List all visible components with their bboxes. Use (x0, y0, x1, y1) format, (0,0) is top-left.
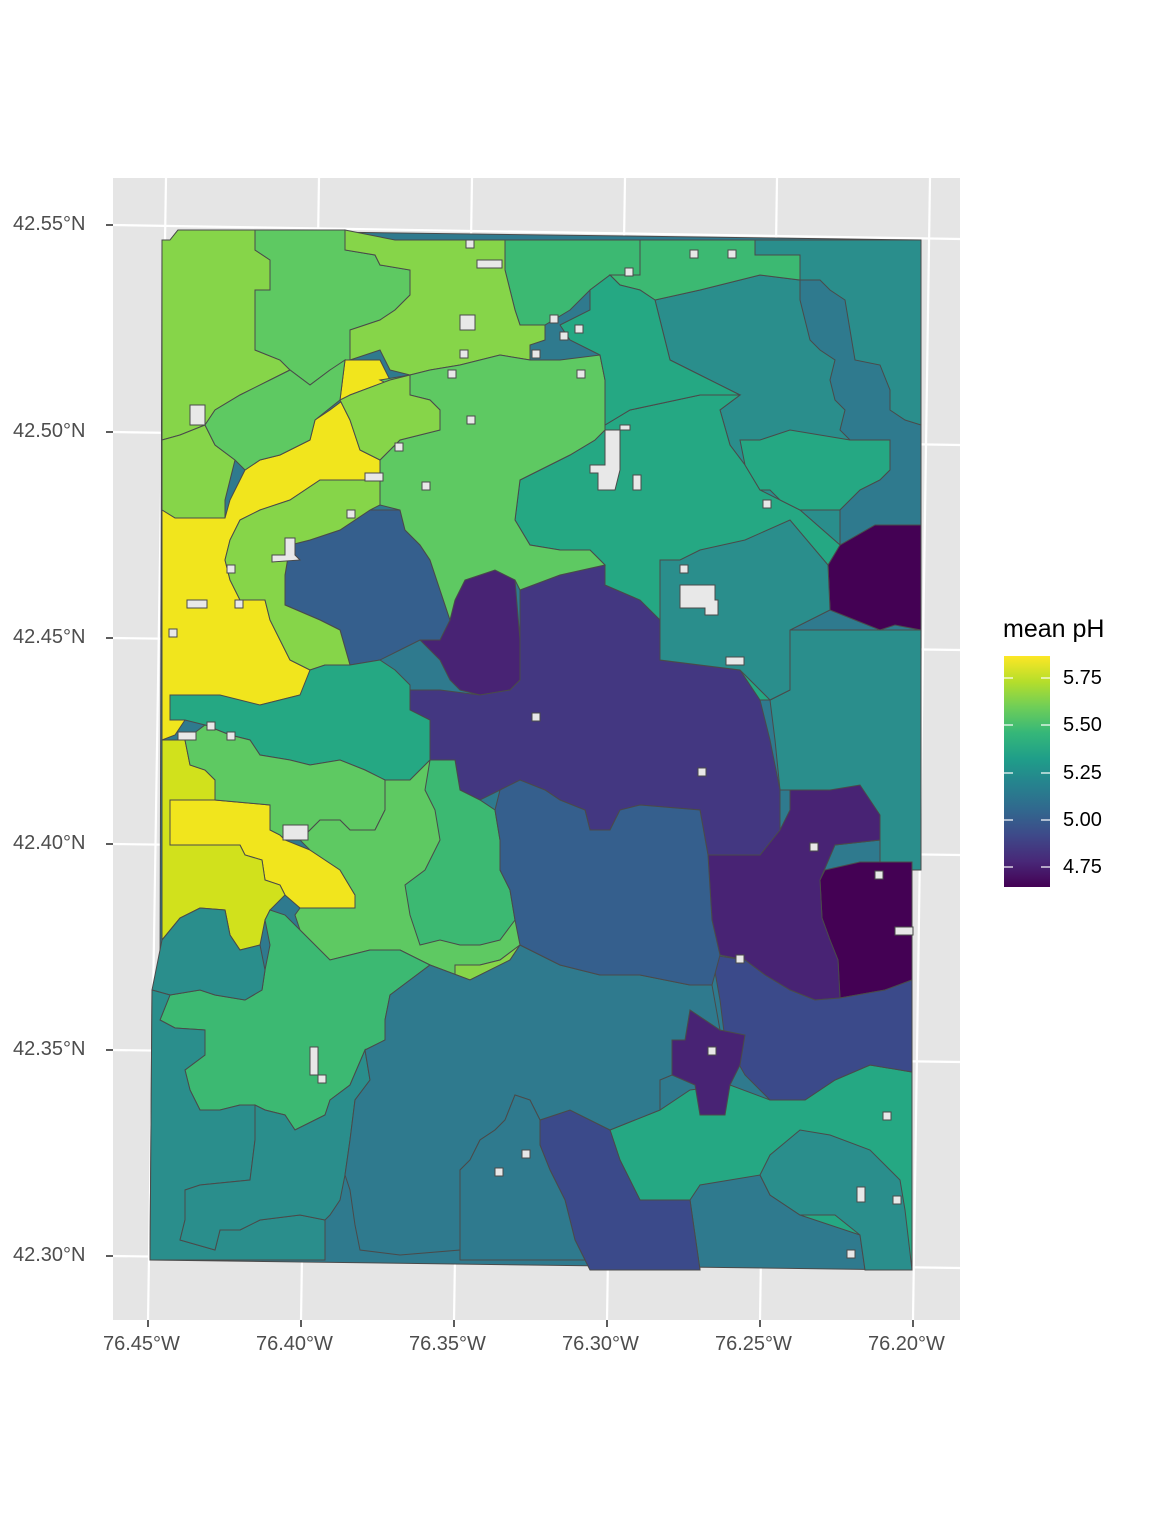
ph-regions (149, 229, 922, 1271)
region-c-blue (494, 779, 721, 986)
x-tick-label: 76.30°W (562, 1333, 639, 1355)
legend-title: mean pH (1003, 615, 1105, 643)
region-east-inner (659, 519, 831, 701)
y-tick-label: 42.55°N (13, 213, 86, 235)
region-w-teal2 (151, 907, 266, 1001)
legend-label: 5.00 (1063, 809, 1102, 831)
x-tick-label: 76.45°W (103, 1333, 180, 1355)
x-tick-label: 76.20°W (868, 1333, 945, 1355)
region-s-blue2 (459, 1094, 586, 1261)
legend-label: 5.75 (1063, 667, 1102, 689)
x-tick-label: 76.40°W (256, 1333, 333, 1355)
y-tick-label: 42.30°N (13, 1244, 86, 1266)
region-s-blue (344, 944, 721, 1256)
y-tick-label: 42.50°N (13, 420, 86, 442)
region-lime-mid (224, 479, 381, 671)
axis-ticks (106, 224, 914, 1327)
legend-label: 5.50 (1063, 714, 1102, 736)
legend-colorbar (1004, 656, 1050, 887)
na-cells (168, 239, 914, 1259)
region-ne-deep (799, 279, 922, 546)
region-se-teal (759, 1129, 913, 1271)
y-tick-label: 42.45°N (13, 626, 86, 648)
y-tick-label: 42.35°N (13, 1038, 86, 1060)
legend-label: 4.75 (1063, 856, 1102, 878)
y-tick-label: 42.40°N (13, 832, 86, 854)
region-green-inner (404, 759, 516, 946)
x-tick-label: 76.25°W (715, 1333, 792, 1355)
legend-label: 5.25 (1063, 762, 1102, 784)
x-tick-label: 76.35°W (409, 1333, 486, 1355)
grid-lat-4255 (112, 223, 961, 241)
